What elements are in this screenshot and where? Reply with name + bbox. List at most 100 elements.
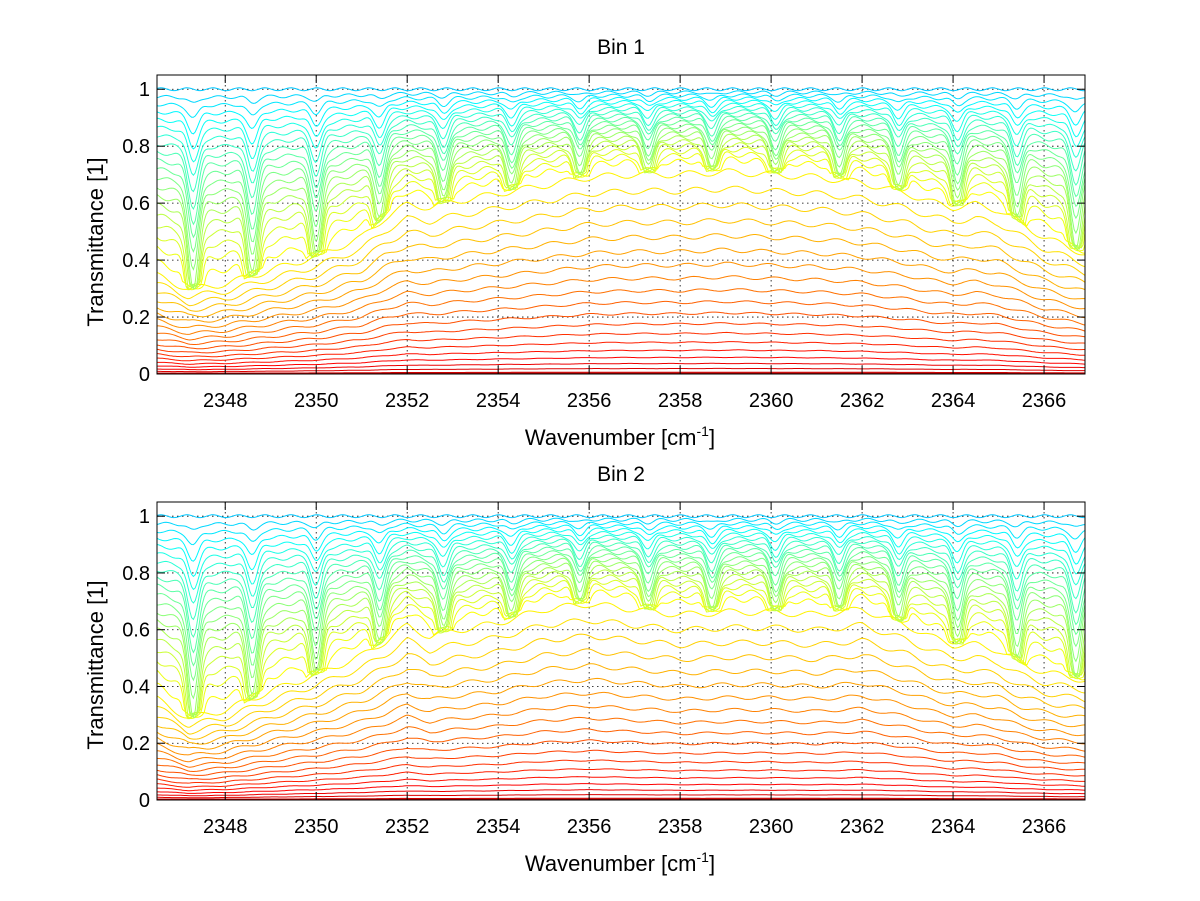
chart-title: Bin 2 (597, 463, 645, 486)
x-tick-label: 2364 (931, 390, 976, 412)
series-line (156, 716, 1086, 768)
y-tick-label: 0.8 (122, 136, 150, 158)
y-tick-label: 0.2 (122, 733, 150, 755)
chart-bin-1: Bin 1 2348 2350 2352 2354 2356 2358 2360 2362 23… (83, 36, 1086, 450)
series-line (156, 569, 1086, 716)
series-line (157, 349, 1086, 365)
series-group (156, 514, 1086, 800)
y-axis-ticks: 0 0.2 0.4 0.6 0.8 1 (122, 506, 1085, 812)
series-line (156, 705, 1085, 763)
series-line (156, 541, 1086, 639)
series-line (156, 311, 1086, 350)
x-tick-label: 2360 (749, 816, 794, 838)
series-line (156, 553, 1086, 682)
y-tick-label: 0.4 (122, 676, 150, 698)
series-line (156, 99, 1086, 150)
series-line (156, 527, 1086, 578)
series-line (156, 564, 1086, 718)
series-line (156, 739, 1086, 776)
x-tick-label: 2360 (749, 390, 794, 412)
series-line (156, 691, 1086, 756)
series-line (156, 545, 1086, 654)
x-tick-label: 2354 (476, 816, 521, 838)
x-tick-label: 2362 (840, 816, 885, 838)
y-tick-label: 0.4 (122, 250, 150, 272)
series-line (156, 93, 1086, 118)
series-line (156, 126, 1086, 271)
series-line (156, 367, 1085, 373)
series-line (156, 538, 1086, 621)
series-line (156, 579, 1086, 720)
series-line (157, 783, 1086, 794)
series-line (156, 87, 1086, 92)
chart-bin-2: Bin 2 2348 2350 2352 2354 2356 2358 2360 2362 23… (83, 463, 1086, 876)
x-tick-label: 2364 (931, 816, 976, 838)
series-line (156, 102, 1086, 163)
series-line (156, 362, 1085, 371)
series-line (156, 759, 1086, 784)
series-line (156, 341, 1085, 362)
x-axis-label: Wavenumber [cm-1] (525, 423, 715, 450)
x-axis-ticks: 2348 2350 2352 2354 2356 2358 2360 2362 2364 2366 (203, 502, 1066, 838)
y-tick-label: 0.6 (122, 193, 150, 215)
series-line (156, 119, 1086, 239)
series-line (157, 794, 1085, 799)
series-line (156, 749, 1085, 780)
series-line (156, 618, 1086, 728)
series-line (156, 233, 1086, 318)
y-tick-label: 1 (139, 506, 150, 528)
y-tick-label: 0 (139, 364, 150, 386)
series-line (156, 218, 1086, 312)
series-line (157, 356, 1086, 368)
y-axis-label: Transmittance [1] (83, 580, 108, 749)
series-line (156, 534, 1086, 604)
series-line (156, 115, 1086, 226)
series-line (156, 663, 1086, 745)
series-line (157, 776, 1085, 792)
x-tick-label: 2356 (567, 390, 612, 412)
series-line (156, 331, 1085, 358)
series-line (156, 142, 1086, 289)
y-tick-label: 0 (139, 790, 150, 812)
series-line (156, 517, 1086, 531)
plot-frame (156, 74, 1086, 375)
y-tick-label: 0.8 (122, 563, 150, 585)
series-line (156, 137, 1086, 288)
plot-frame (156, 501, 1086, 801)
x-tick-label: 2362 (840, 390, 885, 412)
series-line (156, 106, 1086, 176)
series-line (156, 112, 1086, 211)
series-line (156, 768, 1085, 788)
chart-title: Bin 1 (597, 36, 645, 59)
series-line (156, 557, 1086, 700)
series-line (156, 90, 1086, 104)
series-line (156, 300, 1086, 345)
x-tick-label: 2366 (1022, 816, 1067, 838)
series-line (156, 133, 1086, 290)
series-line (156, 574, 1086, 718)
x-tick-label: 2358 (658, 390, 703, 412)
x-tick-label: 2350 (294, 390, 339, 412)
x-axis-label: Wavenumber [cm-1] (525, 849, 715, 876)
series-line (156, 520, 1086, 546)
series-line (157, 202, 1086, 307)
y-tick-label: 0.2 (122, 307, 150, 329)
series-line (156, 648, 1086, 740)
x-tick-label: 2348 (203, 816, 248, 838)
series-group (156, 87, 1086, 374)
x-tick-label: 2354 (476, 390, 521, 412)
series-line (156, 789, 1086, 797)
y-axis-label: Transmittance [1] (83, 157, 108, 326)
series-line (156, 560, 1086, 719)
series-line (156, 531, 1086, 591)
series-line (156, 130, 1086, 290)
series-line (157, 797, 1085, 800)
series-line (156, 322, 1086, 354)
x-tick-label: 2350 (294, 816, 339, 838)
series-line (157, 371, 1085, 374)
series-line (156, 109, 1086, 193)
x-tick-label: 2366 (1022, 390, 1067, 412)
y-tick-label: 0.6 (122, 620, 150, 642)
x-tick-label: 2352 (385, 816, 430, 838)
